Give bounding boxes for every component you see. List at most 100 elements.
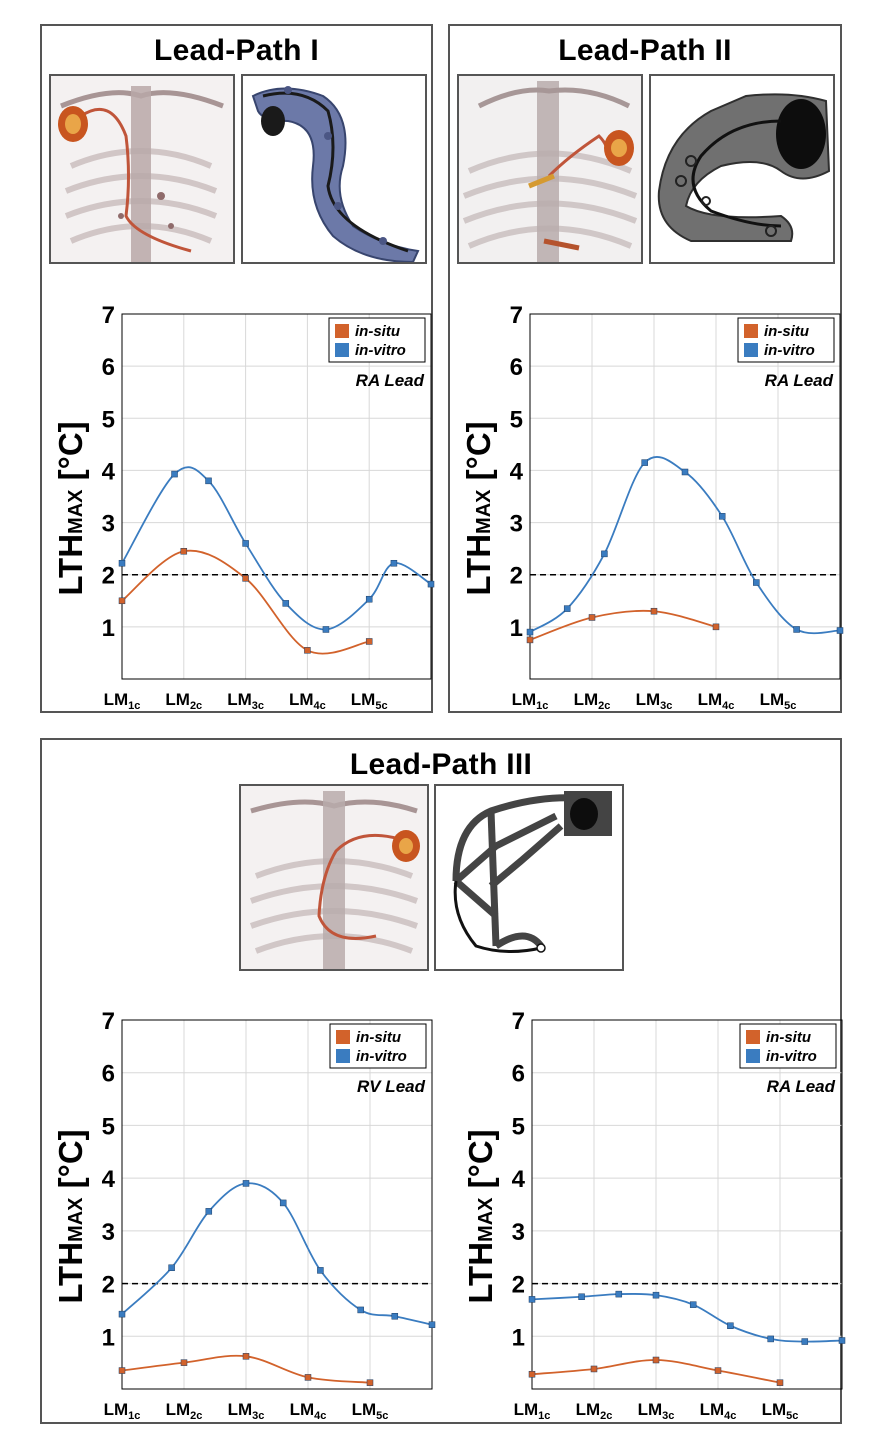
data-point	[171, 470, 178, 478]
legend-swatch	[744, 343, 758, 357]
lead-label: RA Lead	[767, 1077, 836, 1096]
data-point	[118, 597, 126, 605]
data-point	[428, 1321, 436, 1328]
x-tick-label: LM3c	[227, 690, 264, 712]
data-point	[282, 600, 290, 607]
y-tick-label: 3	[510, 511, 523, 538]
data-point	[118, 1310, 126, 1318]
legend-label: in-situ	[764, 323, 809, 340]
data-point	[357, 1306, 364, 1314]
data-point	[365, 595, 373, 603]
x-tick-label: LM2c	[576, 1400, 613, 1422]
x-tick-label: LM2c	[574, 690, 611, 712]
data-point	[563, 605, 571, 612]
legend-label: in-vitro	[766, 1048, 817, 1065]
data-point	[118, 559, 126, 567]
data-point	[322, 626, 330, 633]
x-tick-label: LM4c	[700, 1400, 737, 1422]
y-tick-label: 6	[102, 1061, 115, 1088]
y-tick-label: 4	[512, 1166, 526, 1193]
y-axis-label: LTHMAX [°C]	[460, 421, 497, 595]
data-point	[776, 1379, 784, 1386]
data-point	[836, 627, 844, 634]
data-point	[526, 628, 534, 636]
data-point	[391, 1313, 399, 1320]
y-tick-label: 6	[510, 354, 523, 381]
legend-swatch	[335, 343, 349, 357]
grid	[532, 1020, 842, 1389]
y-tick-label: 2	[510, 563, 523, 590]
data-point	[279, 1199, 287, 1207]
panel-title: Lead-Path II	[558, 34, 732, 67]
data-point	[689, 1301, 697, 1308]
ct-rendering-image	[239, 784, 429, 971]
series-line	[529, 456, 841, 635]
lead-label: RA Lead	[765, 371, 834, 390]
x-tick-label: LM3c	[636, 690, 673, 712]
grid	[122, 1020, 432, 1389]
plot-frame	[121, 313, 432, 680]
data-point	[180, 548, 188, 555]
data-point	[180, 1359, 188, 1366]
plot-frame	[531, 1019, 843, 1390]
data-point	[242, 575, 249, 582]
data-point	[205, 1208, 213, 1215]
x-tick-label: LM5c	[351, 690, 388, 712]
y-tick-label: 4	[102, 1166, 116, 1193]
data-point	[652, 1356, 660, 1364]
x-tick-label: LM3c	[638, 1400, 675, 1422]
lead-path-ii-panel: Lead-Path II 1 2 3 4 5 6 7 LM1c LM2c LM3c LM4c LM5c…	[448, 24, 844, 713]
data-point	[681, 468, 689, 476]
grid	[530, 314, 840, 679]
data-point	[714, 1367, 722, 1374]
lead-label: RA Lead	[356, 371, 425, 390]
x-tick-label: LM1c	[104, 690, 141, 712]
legend-swatch	[744, 324, 758, 338]
y-tick-label: 3	[102, 511, 115, 538]
data-point	[304, 1374, 312, 1381]
y-axis-label: LTHMAX [°C]	[52, 1129, 89, 1303]
y-axis-label: LTHMAX [°C]	[462, 1129, 499, 1303]
grid	[122, 314, 431, 679]
x-tick-label: LM1c	[104, 1400, 141, 1422]
y-tick-label: 6	[102, 354, 115, 381]
plot-frame	[121, 1019, 433, 1390]
data-point	[588, 614, 596, 621]
chart-svg: 1 2 3 4 5 6 7 LM1c LM2c LM3c LM4c LM5c LTHMAX [°C] in…	[460, 302, 844, 712]
y-tick-label: 2	[102, 1272, 115, 1299]
data-point	[652, 1291, 660, 1299]
data-point	[365, 638, 373, 645]
y-tick-label: 5	[102, 1113, 115, 1140]
x-tick-label: LM4c	[290, 1400, 327, 1422]
y-tick-label: 5	[102, 406, 115, 433]
data-point	[615, 1290, 623, 1298]
y-tick-label: 6	[512, 1061, 525, 1088]
data-point	[793, 626, 800, 633]
x-tick-label: LM3c	[228, 1400, 265, 1422]
ct-rendering-image	[49, 74, 235, 264]
lead-path-iii-panel: Lead-Path III 1 2 3 4 5 6 7 LM1c	[40, 738, 846, 1424]
data-point	[427, 580, 435, 588]
y-tick-label: 2	[512, 1272, 525, 1299]
ct-rendering-image	[457, 74, 643, 264]
data-point	[753, 579, 760, 586]
legend-swatch	[335, 324, 349, 338]
data-point	[242, 1180, 250, 1187]
legend-swatch	[336, 1049, 350, 1063]
legend-label: in-vitro	[764, 342, 815, 359]
y-tick-label: 7	[102, 302, 115, 329]
data-point	[767, 1335, 774, 1343]
x-tick-label: LM2c	[165, 690, 202, 712]
data-point	[838, 1337, 846, 1344]
y-tick-label: 1	[510, 615, 523, 642]
series-line	[121, 1182, 433, 1326]
y-tick-label: 3	[102, 1219, 115, 1246]
x-tick-label: LM4c	[289, 690, 326, 712]
lth-chart-path-i: 1 2 3 4 5 6 7 LM1c LM2c LM3c LM4c LM5c LTHMAX [°C] in…	[44, 276, 435, 712]
legend-label: in-situ	[766, 1029, 811, 1046]
data-point	[317, 1267, 324, 1274]
data-point	[242, 540, 249, 547]
data-point	[712, 623, 720, 631]
y-tick-label: 1	[102, 615, 115, 642]
x-tick-label: LM5c	[762, 1400, 799, 1422]
